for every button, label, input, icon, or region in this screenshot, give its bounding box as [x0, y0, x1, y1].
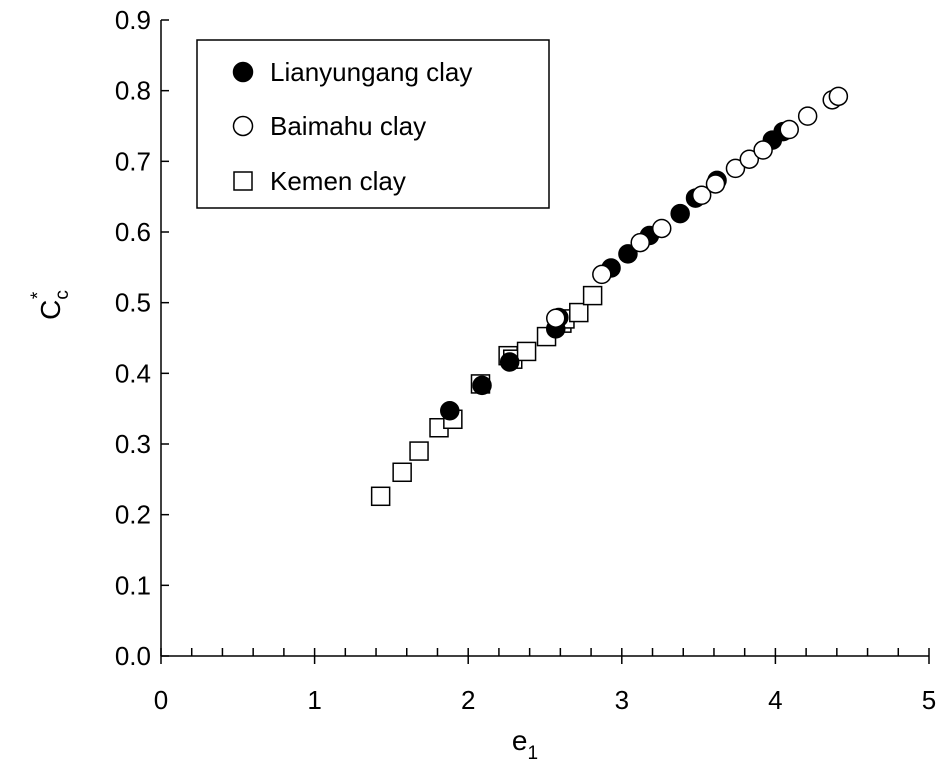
legend-marker-lianyungang: [232, 61, 254, 83]
legend-label-lianyungang: Lianyungang clay: [270, 57, 472, 87]
data-point-kemen: [392, 462, 412, 483]
data-point-baimahu: [797, 106, 818, 126]
x-tick-label: 4: [768, 685, 782, 715]
legend-marker-baimahu: [232, 115, 254, 137]
data-point-baimahu: [739, 149, 760, 169]
y-tick-label: 0.6: [115, 217, 151, 247]
data-point-baimahu: [546, 308, 566, 328]
y-tick-label: 0.2: [115, 500, 151, 530]
legend-frame: [196, 39, 550, 209]
legend: Lianyungang clay Baimahu clay Kemen clay: [196, 39, 550, 209]
data-point-lianyungang: [472, 375, 492, 396]
data-point-baimahu: [705, 174, 726, 194]
y-axis-title-superscript: *: [28, 291, 49, 299]
y-tick-label: 0.9: [115, 5, 151, 35]
legend-marker-kemen: [233, 171, 253, 191]
data-point-lianyungang: [670, 203, 690, 224]
data-point-lianyungang: [499, 352, 520, 372]
data-point-baimahu: [753, 140, 773, 160]
x-tick-label: 2: [461, 685, 475, 715]
data-point-lianyungang: [618, 244, 638, 264]
y-tick-label: 0.5: [115, 288, 151, 318]
y-axis-title-group: Cc*: [28, 290, 73, 320]
x-tick-label: 5: [922, 685, 936, 715]
y-tick-label: 0.4: [115, 358, 151, 388]
y-axis-title-subscript: c: [52, 290, 73, 300]
axis-ticks: 0.0 0.1 0.2 0.3 0.4 0.5 0.6 0.7 0.8 0.9 0 1 2 3 4 5: [115, 5, 936, 715]
data-point-kemen: [582, 285, 603, 306]
data-point-kemen: [409, 441, 429, 461]
x-axis-title: e1: [512, 725, 538, 764]
data-point-baimahu: [592, 264, 612, 285]
data-point-baimahu: [691, 185, 712, 206]
data-point-baimahu: [828, 86, 849, 107]
data-point-kemen: [516, 341, 537, 362]
y-tick-label: 0.8: [115, 76, 151, 106]
legend-label-baimahu: Baimahu clay: [270, 111, 426, 141]
y-tick-label: 0.7: [115, 146, 151, 176]
data-point-baimahu: [630, 232, 650, 253]
y-axis-title: Cc*: [28, 290, 73, 320]
y-axis-title-main: C: [35, 300, 66, 320]
x-tick-label: 1: [307, 685, 321, 715]
data-point-kemen: [569, 302, 589, 323]
legend-label-kemen: Kemen clay: [270, 166, 406, 196]
y-tick-label: 0.1: [115, 570, 151, 600]
axes: [160, 20, 929, 657]
x-tick-label: 0: [154, 685, 168, 715]
data-point-baimahu: [651, 218, 672, 239]
data-point-kemen: [370, 486, 391, 507]
data-points: [370, 86, 849, 507]
x-tick-label: 3: [615, 685, 629, 715]
data-point-baimahu: [725, 158, 746, 179]
data-point-lianyungang: [440, 401, 460, 421]
data-point-baimahu: [779, 119, 799, 140]
x-axis-title-subscript: 1: [528, 743, 539, 764]
x-axis-title-main: e: [512, 725, 528, 756]
y-tick-label: 0.3: [115, 429, 151, 459]
y-tick-label: 0.0: [115, 641, 151, 671]
